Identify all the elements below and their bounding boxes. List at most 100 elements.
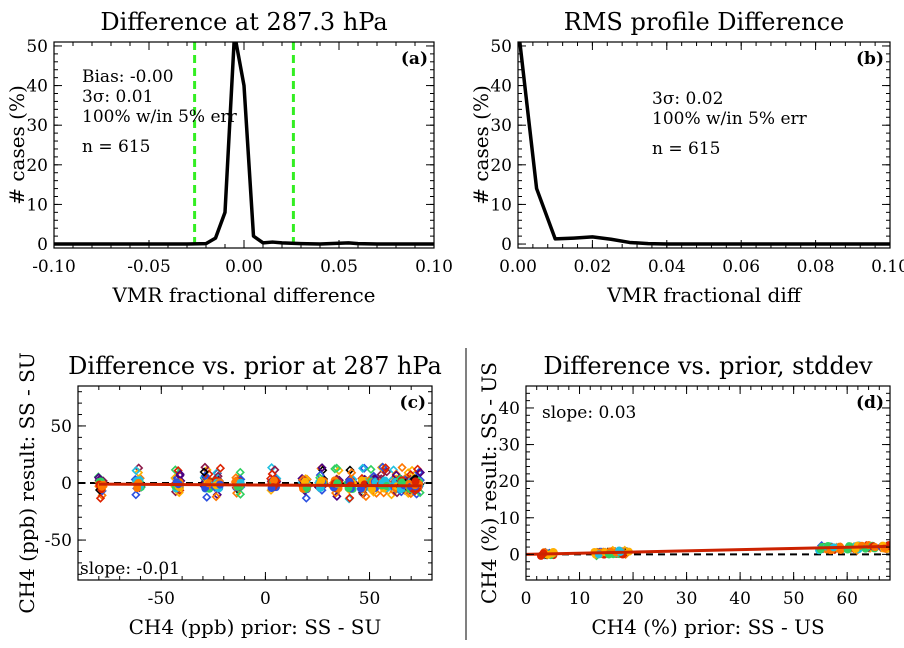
- panel-label: (b): [856, 49, 884, 69]
- data-point: [361, 491, 371, 502]
- y-tick-label: 0: [61, 474, 72, 494]
- data-point: [235, 467, 245, 477]
- data-point: [200, 462, 210, 472]
- data-point: [380, 463, 391, 473]
- data-point-core: [301, 477, 310, 486]
- data-point: [131, 465, 141, 476]
- x-tick-label: 0.10: [871, 257, 904, 277]
- data-point: [358, 463, 368, 473]
- data-point: [175, 469, 185, 479]
- chart-title: Difference vs. prior at 287 hPa: [68, 352, 442, 380]
- y-tick-label: 50: [26, 37, 48, 57]
- data-point-core: [133, 484, 142, 493]
- data-point: [359, 463, 369, 473]
- data-point: [215, 463, 226, 473]
- y-tick-label: 10: [490, 195, 512, 215]
- data-point-core: [317, 476, 326, 485]
- plot-area: [54, 42, 434, 248]
- series-line: [518, 42, 890, 246]
- y-tick-label: 30: [26, 116, 48, 136]
- annotation: 3σ: 0.01: [82, 87, 153, 107]
- data-point-core: [269, 476, 278, 485]
- y-tick-label: 0: [37, 235, 48, 255]
- y-tick-label: 30: [490, 116, 512, 136]
- chart-title: RMS profile Difference: [564, 8, 844, 36]
- annotation: slope: 0.03: [542, 403, 636, 423]
- y-axis-label: CH4 (%) result: SS - US: [477, 362, 501, 604]
- data-point: [202, 492, 212, 502]
- y-tick-label: 30: [498, 436, 520, 456]
- annotation: 100% w/in 5% err: [82, 107, 238, 127]
- y-tick-label: 50: [490, 37, 512, 57]
- y-tick-label: 40: [26, 77, 48, 97]
- x-tick-label: 0.06: [722, 257, 760, 277]
- x-tick-label: 0.02: [573, 257, 611, 277]
- annotation: 100% w/in 5% err: [652, 109, 808, 129]
- chart-title: Difference at 287.3 hPa: [100, 8, 387, 36]
- x-tick-label: 30: [676, 589, 698, 609]
- y-tick-label: 20: [26, 156, 48, 176]
- x-axis-label: CH4 (%) prior: SS - US: [591, 615, 824, 639]
- plot-frame: [517, 41, 891, 249]
- x-tick-label: -0.10: [32, 257, 76, 277]
- y-tick-label: 0: [501, 235, 512, 255]
- data-point: [211, 492, 221, 502]
- data-point: [317, 463, 327, 473]
- chart-d: Difference vs. prior, stddev CH4 (%) prio…: [477, 352, 891, 639]
- data-point: [345, 493, 355, 503]
- y-tick-label: 50: [50, 417, 72, 437]
- y-tick-label: 40: [498, 399, 520, 419]
- plot-frame: [53, 41, 435, 249]
- data-point: [133, 467, 144, 478]
- data-point: [334, 465, 344, 476]
- x-tick-label: 0.04: [648, 257, 686, 277]
- x-axis-label: VMR fractional diff: [606, 283, 803, 307]
- x-tick-label: 0.00: [225, 257, 263, 277]
- data-point: [173, 465, 183, 476]
- data-point: [199, 467, 209, 477]
- x-tick-label: -50: [148, 589, 175, 609]
- panel-label: (d): [856, 393, 884, 413]
- x-tick-label: 0.08: [797, 257, 835, 277]
- panel-label: (c): [400, 393, 426, 413]
- x-axis-label: CH4 (ppb) prior: SS - SU: [129, 615, 382, 639]
- series-line: [54, 42, 434, 246]
- data-point: [415, 467, 425, 478]
- annotation: slope: -0.01: [80, 559, 180, 579]
- y-tick-label: 10: [26, 195, 48, 215]
- x-tick-label: 50: [783, 589, 805, 609]
- data-point: [301, 493, 311, 503]
- plot-area: [78, 462, 432, 504]
- y-axis-label: # cases (%): [5, 85, 29, 205]
- annotation: n = 615: [652, 139, 720, 159]
- chart-title: Difference vs. prior, stddev: [543, 352, 873, 380]
- data-point: [131, 490, 141, 500]
- y-tick-label: 20: [490, 156, 512, 176]
- data-point-core: [411, 477, 420, 486]
- y-tick-label: 10: [498, 509, 520, 529]
- y-tick-label: 40: [490, 77, 512, 97]
- fit-line: [98, 482, 422, 488]
- x-tick-label: 0.05: [320, 257, 358, 277]
- y-axis-label: CH4 (ppb) result: SS - SU: [15, 352, 39, 613]
- y-tick-label: -50: [45, 531, 72, 551]
- y-axis-label: # cases (%): [469, 85, 493, 205]
- x-tick-label: 0.10: [415, 257, 453, 277]
- data-point: [366, 464, 376, 475]
- x-tick-label: -0.05: [127, 257, 171, 277]
- x-tick-label: 0.00: [499, 257, 537, 277]
- annotation: Bias: -0.00: [82, 67, 174, 87]
- plot-area: [526, 540, 890, 561]
- x-tick-label: 60: [836, 589, 858, 609]
- fit-line: [526, 544, 890, 556]
- x-tick-label: 50: [359, 589, 381, 609]
- data-point: [332, 463, 342, 473]
- y-tick-label: 20: [498, 472, 520, 492]
- plot-area: [518, 42, 890, 246]
- x-axis-label: VMR fractional difference: [111, 283, 375, 307]
- x-tick-label: 0: [521, 589, 532, 609]
- x-tick-label: 10: [569, 589, 591, 609]
- y-tick-label: 0: [509, 545, 520, 565]
- panel-label: (a): [401, 49, 428, 69]
